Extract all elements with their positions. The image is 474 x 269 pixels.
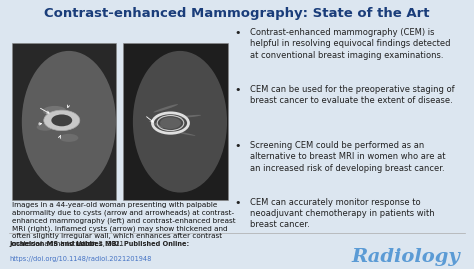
Text: https://doi.org/10.1148/radiol.2021201948: https://doi.org/10.1148/radiol.202120194…: [9, 256, 152, 261]
Text: Images in a 44-year-old woman presenting with palpable
abnormality due to cysts : Images in a 44-year-old woman presenting…: [12, 202, 236, 247]
Text: Screening CEM could be performed as an
alternative to breast MRI in women who ar: Screening CEM could be performed as an a…: [250, 141, 446, 173]
Ellipse shape: [178, 115, 201, 118]
Circle shape: [160, 117, 181, 129]
Ellipse shape: [133, 51, 227, 193]
Ellipse shape: [43, 106, 66, 116]
Text: •: •: [235, 198, 241, 208]
Text: Contrast-enhanced mammography (CEM) is
helpful in resolving equivocal findings d: Contrast-enhanced mammography (CEM) is h…: [250, 28, 451, 60]
Circle shape: [51, 115, 72, 126]
Circle shape: [44, 110, 80, 131]
Ellipse shape: [164, 129, 196, 136]
Text: CEM can be used for the preoperative staging of
breast cancer to evaluate the ex: CEM can be used for the preoperative sta…: [250, 85, 455, 105]
FancyBboxPatch shape: [12, 43, 117, 200]
Text: March 2, 2021: March 2, 2021: [74, 241, 124, 247]
Ellipse shape: [149, 121, 164, 128]
Text: CEM can accurately monitor response to
neoadjuvant chemotherapy in patients with: CEM can accurately monitor response to n…: [250, 198, 435, 229]
Text: Contrast-enhanced Mammography: State of the Art: Contrast-enhanced Mammography: State of …: [44, 7, 430, 20]
Text: •: •: [235, 85, 241, 95]
FancyBboxPatch shape: [123, 43, 228, 200]
Ellipse shape: [154, 104, 178, 112]
Text: Jochelson MS and Lobbes MBI. Published Online:: Jochelson MS and Lobbes MBI. Published O…: [9, 241, 190, 247]
Ellipse shape: [59, 134, 78, 142]
Text: Radiology: Radiology: [351, 248, 460, 266]
Ellipse shape: [36, 123, 54, 131]
Text: •: •: [235, 141, 241, 151]
Text: •: •: [235, 28, 241, 38]
Ellipse shape: [22, 51, 116, 193]
